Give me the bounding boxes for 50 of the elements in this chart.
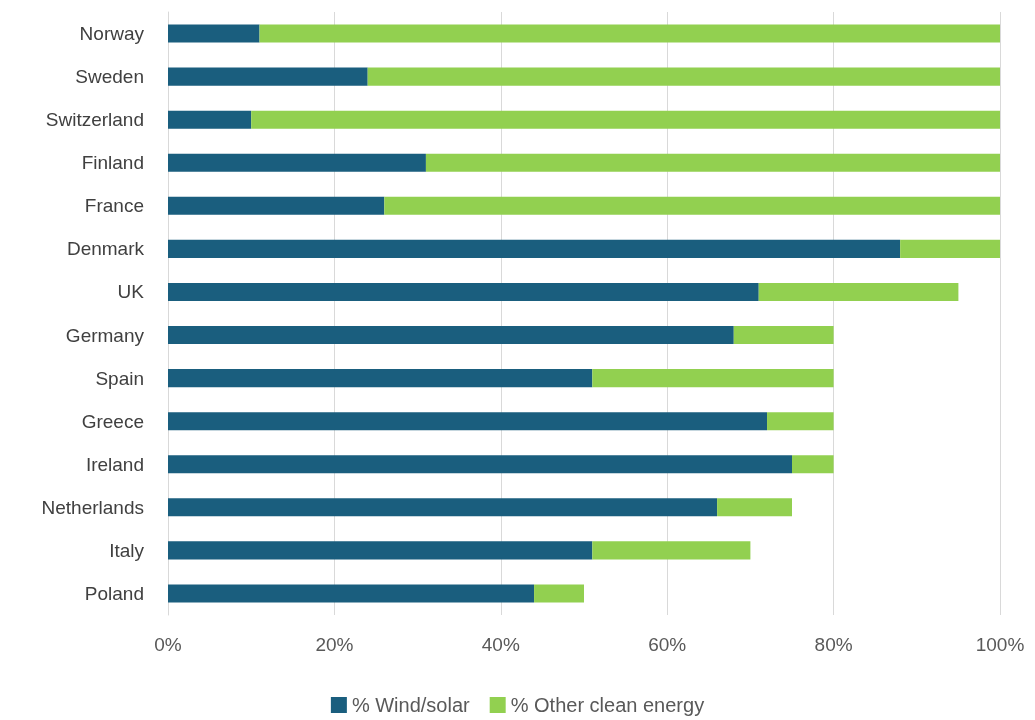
bar: [168, 498, 718, 517]
bar: [168, 369, 593, 388]
bar: [733, 325, 834, 345]
bar: [168, 239, 901, 258]
x-tick-label: 0%: [154, 634, 182, 655]
y-tick-label: UK: [117, 281, 145, 303]
bar: [168, 325, 734, 345]
bar: [168, 110, 252, 129]
y-tick-label: Norway: [79, 23, 145, 45]
bar: [900, 239, 1000, 258]
y-tick-label: Spain: [95, 367, 144, 389]
bar: [251, 110, 1000, 129]
bar: [259, 24, 1000, 43]
bar: [168, 153, 426, 172]
bar: [425, 153, 1000, 172]
x-tick-label: 20%: [315, 634, 354, 655]
y-tick-label: France: [84, 195, 144, 217]
y-tick-label: Germany: [65, 324, 145, 346]
bar: [792, 455, 834, 474]
y-tick-label: Netherlands: [41, 496, 144, 518]
bar: [168, 412, 768, 431]
x-tick-label: 60%: [648, 634, 687, 655]
bar: [592, 369, 834, 388]
x-tick-label: 40%: [481, 634, 520, 655]
y-tick-label: Ireland: [85, 453, 144, 475]
y-tick-label: Italy: [109, 539, 145, 561]
bar: [168, 67, 368, 86]
bar: [767, 412, 834, 431]
y-tick-label: Sweden: [75, 66, 144, 88]
bar: [367, 67, 1000, 86]
y-tick-label: Poland: [84, 582, 144, 604]
bar: [168, 282, 759, 302]
bar: [168, 541, 593, 560]
bar: [168, 584, 535, 603]
legend-label: % Other clean energy: [510, 694, 705, 716]
bar: [592, 541, 751, 560]
bar: [758, 282, 959, 302]
bar: [168, 196, 385, 215]
y-tick-label: Greece: [81, 410, 144, 432]
legend-label: % Wind/solar: [351, 694, 471, 716]
y-tick-label: Switzerland: [45, 109, 144, 131]
bar: [168, 455, 792, 474]
x-tick-label: 100%: [975, 634, 1025, 655]
bar: [168, 24, 260, 43]
bar: [384, 196, 1000, 215]
x-tick-label: 80%: [814, 634, 853, 655]
bar: [717, 498, 792, 517]
bar: [534, 584, 584, 603]
y-tick-label: Finland: [81, 152, 144, 174]
y-tick-label: Denmark: [66, 238, 145, 260]
